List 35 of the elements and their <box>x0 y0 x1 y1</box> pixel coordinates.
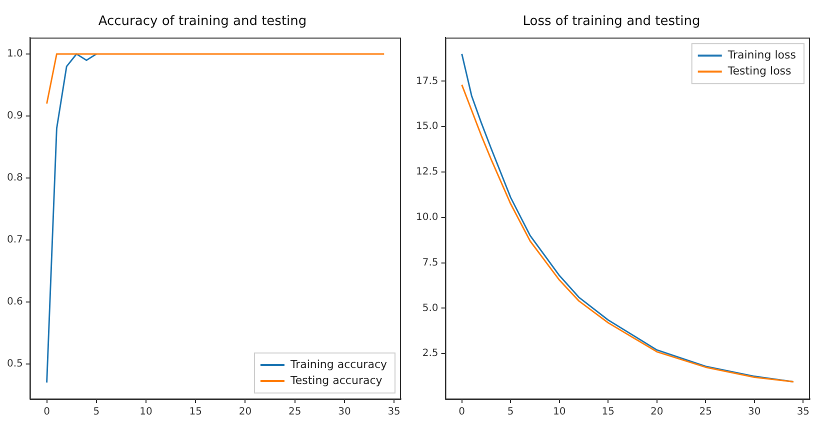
legend-label: Testing accuracy <box>289 374 383 387</box>
x-tick-label: 15 <box>602 406 614 418</box>
x-tick-label: 0 <box>458 406 466 418</box>
x-tick-label: 15 <box>189 406 202 418</box>
x-tick-label: 30 <box>338 406 351 418</box>
x-tick-label: 35 <box>796 406 810 418</box>
x-tick-label: 5 <box>93 406 100 418</box>
y-tick-label: 0.7 <box>6 234 23 246</box>
y-tick-label: 2.5 <box>422 348 438 360</box>
x-tick-label: 25 <box>699 406 712 418</box>
y-tick-label: 17.5 <box>416 76 438 87</box>
y-tick-label: 5.0 <box>422 302 438 314</box>
x-tick-label: 25 <box>288 406 302 418</box>
y-tick-label: 0.6 <box>6 296 23 308</box>
legend-label: Training loss <box>726 48 796 62</box>
chart-title: Accuracy of training and testing <box>98 14 307 30</box>
x-tick-label: 20 <box>238 406 252 418</box>
y-tick-label: 0.8 <box>6 172 23 184</box>
x-tick-label: 30 <box>748 406 761 418</box>
x-tick-label: 5 <box>507 406 514 418</box>
x-tick-label: 0 <box>44 406 50 418</box>
x-tick-label: 10 <box>140 406 152 418</box>
y-tick-label: 1.0 <box>6 48 23 60</box>
chart-title: Loss of training and testing <box>522 14 700 30</box>
legend-label: Training accuracy <box>289 358 388 371</box>
legend-label: Testing loss <box>726 64 792 78</box>
y-tick-label: 10.0 <box>416 212 438 223</box>
y-tick-label: 15.0 <box>416 121 438 132</box>
x-tick-label: 20 <box>650 406 664 418</box>
x-tick-label: 10 <box>553 406 566 418</box>
x-tick-label: 35 <box>388 406 400 418</box>
y-tick-label: 0.9 <box>6 110 23 122</box>
y-tick-label: 0.5 <box>6 358 23 370</box>
y-tick-label: 7.5 <box>422 257 438 268</box>
y-tick-label: 12.5 <box>416 166 438 178</box>
